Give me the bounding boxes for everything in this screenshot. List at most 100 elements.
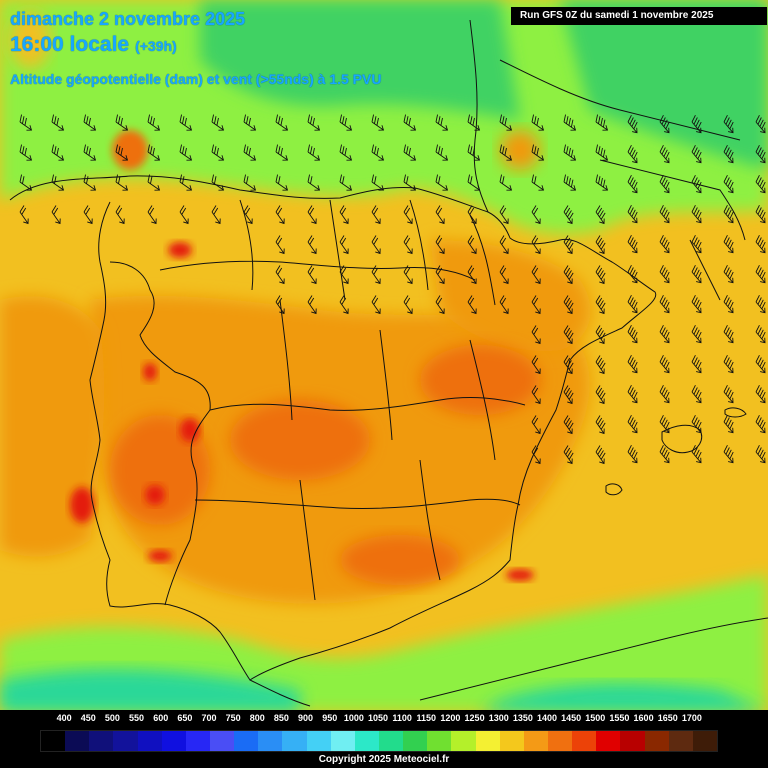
- wind-barb: [147, 174, 161, 191]
- wind-barb: [691, 354, 702, 374]
- wind-barb: [307, 174, 321, 191]
- wind-barbs: [19, 114, 766, 465]
- wind-barb: [435, 114, 449, 131]
- legend-swatch: [572, 731, 597, 751]
- wind-barb: [627, 234, 638, 254]
- balearic-mallorca: [661, 424, 703, 454]
- legend-swatch: [354, 731, 379, 751]
- wind-barb: [691, 144, 702, 164]
- wind-barb: [147, 114, 161, 131]
- legend-tick-label: 800: [249, 713, 265, 723]
- wind-barb: [403, 295, 413, 315]
- wind-barb: [627, 354, 638, 374]
- wind-barb: [691, 294, 702, 314]
- wind-barb: [691, 384, 702, 404]
- legend-swatch: [523, 731, 548, 751]
- legend-swatch: [113, 731, 138, 751]
- wind-barb: [755, 174, 766, 194]
- legend-swatch: [137, 731, 162, 751]
- wind-barb: [723, 114, 734, 134]
- wind-barb: [275, 114, 289, 131]
- wind-barb: [275, 174, 289, 191]
- wind-barb: [435, 295, 445, 315]
- balearic-ibiza: [605, 483, 623, 496]
- parameter-description: Altitude géopotentielle (dam) et vent (>…: [10, 71, 382, 87]
- wind-barb: [627, 174, 638, 194]
- legend-tick-label: 900: [298, 713, 314, 723]
- wind-barb: [339, 174, 353, 191]
- legend-swatch: [692, 731, 717, 751]
- wind-barb: [723, 294, 734, 314]
- legend-swatch: [378, 731, 404, 751]
- wind-barb: [307, 295, 317, 315]
- wind-barb: [83, 174, 97, 191]
- wind-barb: [275, 265, 285, 285]
- wind-barb: [467, 295, 477, 315]
- wind-barb: [179, 174, 193, 191]
- forecast-date: dimanche 2 novembre 2025: [10, 9, 246, 29]
- wind-barb: [723, 174, 734, 194]
- legend-tick-label: 1200: [440, 713, 461, 723]
- legend-tick-label: 1550: [609, 713, 630, 723]
- legend-swatch: [644, 731, 669, 751]
- wind-barb: [83, 114, 97, 131]
- legend-swatch: [209, 731, 235, 751]
- wind-barb: [563, 205, 574, 225]
- wind-barb: [563, 295, 574, 315]
- murcia-red-spot: [506, 569, 534, 581]
- legend-swatch: [596, 731, 621, 751]
- wind-barb: [307, 235, 317, 255]
- legend-tick-label: 950: [322, 713, 338, 723]
- ebro-warm-zone: [430, 240, 591, 351]
- wind-barb: [435, 205, 445, 225]
- wind-barb: [755, 384, 766, 404]
- wind-barb: [499, 295, 509, 315]
- bay-of-biscay-deep-green: [200, 0, 520, 120]
- wind-barb: [691, 444, 702, 464]
- wind-barb: [147, 144, 161, 161]
- wind-barb: [563, 265, 574, 285]
- africa-coast: [249, 617, 768, 707]
- wind-barb: [243, 114, 257, 131]
- legend-swatch: [234, 731, 259, 751]
- wind-barb: [307, 144, 321, 161]
- wind-barb: [435, 235, 445, 255]
- wind-barb: [531, 174, 545, 191]
- wind-barb: [115, 174, 129, 191]
- wind-barb: [755, 234, 766, 254]
- wind-barb: [307, 114, 321, 131]
- legend-swatch: [185, 731, 210, 751]
- wind-barb: [371, 295, 381, 315]
- wind-barb: [627, 384, 638, 404]
- lisbon-red-spot: [70, 487, 94, 523]
- legend-swatch: [89, 731, 114, 751]
- wind-barb: [467, 205, 477, 225]
- wind-barb: [595, 235, 606, 255]
- wind-barb: [531, 295, 541, 315]
- galicia-red-spot: [168, 242, 192, 258]
- wind-barb: [531, 235, 541, 255]
- legend-tick-label: 1100: [392, 713, 412, 723]
- wind-barb: [755, 204, 766, 224]
- wind-barb: [659, 144, 670, 164]
- southeast-cyan-zone: [480, 683, 768, 712]
- wind-barb: [371, 144, 385, 161]
- wind-barb: [691, 264, 702, 284]
- wind-barb: [531, 355, 541, 375]
- wind-barb: [595, 355, 606, 375]
- wind-barb: [659, 324, 670, 344]
- legend-tick-label: 1500: [585, 713, 606, 723]
- wind-barb: [563, 325, 574, 345]
- wind-barb: [499, 174, 513, 191]
- wind-barb: [403, 265, 413, 285]
- wind-barb: [211, 114, 225, 131]
- wind-barb: [595, 445, 606, 465]
- extremadura-red-spot: [180, 418, 200, 442]
- wind-barb: [499, 144, 513, 161]
- wind-barb: [659, 174, 670, 194]
- wind-barb: [627, 204, 638, 224]
- wind-barb: [339, 265, 349, 285]
- wind-barb: [659, 354, 670, 374]
- region-lines-south: [194, 459, 521, 601]
- legend-tick-label: 1150: [416, 713, 437, 723]
